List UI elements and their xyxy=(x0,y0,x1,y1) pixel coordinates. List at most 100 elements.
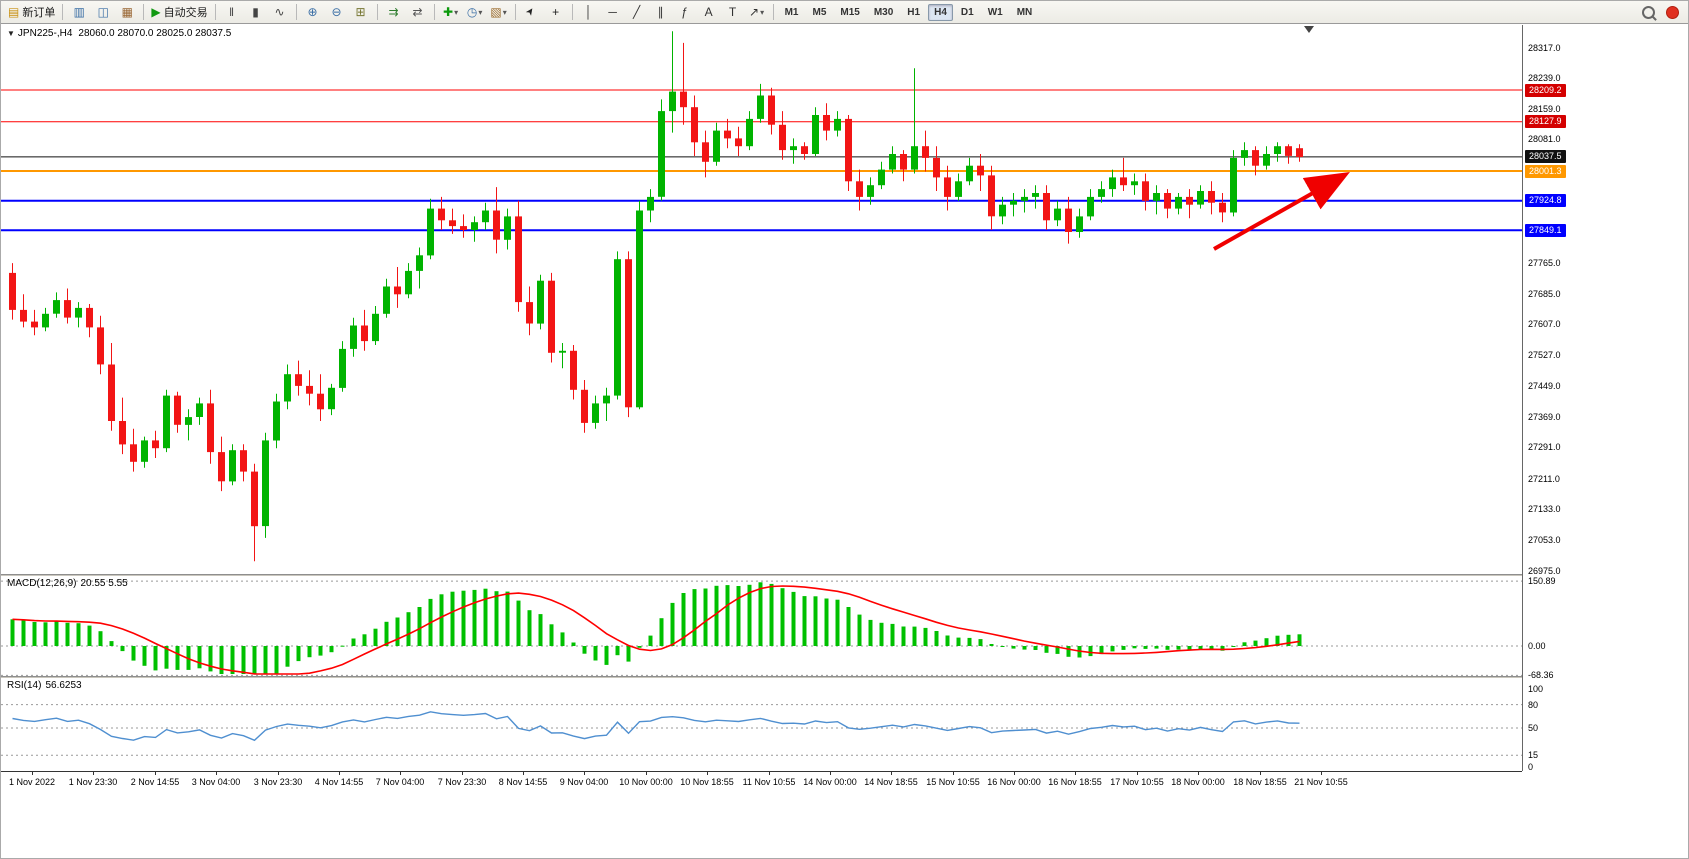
rsi-scale-label: 0 xyxy=(1528,762,1534,772)
timeframe-H1[interactable]: H1 xyxy=(907,6,921,18)
toolbar-separator xyxy=(571,4,573,20)
notification-dot-button[interactable] xyxy=(1660,2,1684,23)
chart-menu-icon[interactable]: ▼ xyxy=(7,29,15,38)
text-tool-button[interactable]: A xyxy=(697,2,721,23)
label-tool-button[interactable]: T xyxy=(721,2,745,23)
indicators-button[interactable]: ✚ ▾ xyxy=(439,2,463,23)
autotrade-play-icon: ▶ xyxy=(151,5,161,19)
periods-icon: ◷ xyxy=(466,5,478,19)
vline-tool-button[interactable]: │ xyxy=(577,2,601,23)
toolbar-separator xyxy=(514,4,516,20)
tile-windows-icon: ⊞ xyxy=(355,5,366,19)
price-level-badge-support: 27924.8 xyxy=(1525,194,1566,207)
chart-shift-button[interactable]: ⇄ xyxy=(406,2,430,23)
auto-scroll-button[interactable]: ⇉ xyxy=(382,2,406,23)
channel-tool-button[interactable]: ∥ xyxy=(649,2,673,23)
toolbar-separator xyxy=(295,4,297,20)
vline-tool-icon: │ xyxy=(584,5,593,19)
zoom-out-button[interactable]: ⊖ xyxy=(325,2,349,23)
time-tick xyxy=(584,772,585,775)
chart-shift-marker[interactable] xyxy=(1304,26,1314,33)
time-axis[interactable]: 1 Nov 2022 1 Nov 23:30 2 Nov 14:55 3 Nov 04… xyxy=(1,771,1522,793)
arrows-tool-button[interactable]: ↗ ▾ xyxy=(745,2,769,23)
macd-panel[interactable]: MACD(12,26,9) 20.55 5.55 xyxy=(1,576,1522,676)
navigator-button[interactable]: ▦ xyxy=(115,2,139,23)
price-tick-label: 27765.0 xyxy=(1528,258,1561,268)
time-tick xyxy=(830,772,831,775)
toolbar-separator xyxy=(772,4,774,20)
price-level-badge-support: 27849.1 xyxy=(1525,224,1566,237)
bar-chart-button[interactable]: ‖ xyxy=(220,2,244,23)
line-chart-button[interactable]: ∿ xyxy=(268,2,292,23)
price-tick-label: 28239.0 xyxy=(1528,73,1561,83)
fibonacci-tool-button[interactable]: ƒ xyxy=(673,2,697,23)
timeframe-H4[interactable]: H4 xyxy=(928,3,953,21)
timeframe-M30[interactable]: M30 xyxy=(873,6,894,18)
time-axis-label: 1 Nov 23:30 xyxy=(68,777,118,787)
time-tick xyxy=(155,772,156,775)
indicators-icon: ✚ xyxy=(443,5,454,19)
rsi-scale-label: 100 xyxy=(1528,684,1544,694)
search-button[interactable] xyxy=(1636,2,1660,23)
autotrade-play-button[interactable]: ▶ 自动交易 xyxy=(148,2,210,23)
time-axis-label: 15 Nov 10:55 xyxy=(926,777,980,787)
cursor-button[interactable]: ➤ xyxy=(520,2,544,23)
toolbar-separator xyxy=(62,4,64,20)
time-tick xyxy=(1014,772,1015,775)
rsi-splitter[interactable] xyxy=(1,676,1522,678)
price-level-badge-pivot: 28001.3 xyxy=(1525,165,1566,178)
chevron-down-icon: ▾ xyxy=(502,7,507,17)
templates-button[interactable]: ▧ ▾ xyxy=(487,2,511,23)
rsi-line xyxy=(12,711,1300,742)
rsi-name: RSI(14) xyxy=(7,680,42,691)
tile-windows-button[interactable]: ⊞ xyxy=(349,2,373,23)
new-order-icon: ▤ xyxy=(8,5,20,19)
new-order-button[interactable]: ▤ 新订单 xyxy=(5,2,58,23)
time-axis-label: 21 Nov 10:55 xyxy=(1294,777,1348,787)
macd-splitter[interactable] xyxy=(1,574,1522,576)
timeframe-D1[interactable]: D1 xyxy=(960,6,974,18)
line-chart-icon: ∿ xyxy=(274,5,285,19)
hline-tool-button[interactable]: ─ xyxy=(601,2,625,23)
time-axis-label: 10 Nov 00:00 xyxy=(619,777,673,787)
trendline-tool-icon: ╱ xyxy=(632,5,641,19)
cursor-icon: ➤ xyxy=(524,5,539,19)
macd-scale-label: 150.89 xyxy=(1528,576,1556,586)
chart-shift-icon: ⇄ xyxy=(412,5,423,19)
timeframe-M15[interactable]: M15 xyxy=(840,6,860,18)
candlestick-chart[interactable] xyxy=(1,25,1522,574)
trend-arrow-annotation[interactable] xyxy=(1213,172,1350,251)
market-watch-button[interactable]: ◫ xyxy=(91,2,115,23)
charts-grid-button[interactable]: ▥ xyxy=(67,2,91,23)
timeframe-MN[interactable]: MN xyxy=(1016,6,1033,18)
time-tick xyxy=(523,772,524,775)
time-axis-label: 17 Nov 10:55 xyxy=(1110,777,1164,787)
toolbar-separator xyxy=(376,4,378,20)
candlestick-chart-button[interactable]: ▮ xyxy=(244,2,268,23)
rsi-label: RSI(14) 56.6253 xyxy=(7,680,86,691)
time-axis-label: 1 Nov 2022 xyxy=(8,777,56,787)
time-axis-label: 2 Nov 14:55 xyxy=(130,777,180,787)
time-axis-label: 16 Nov 00:00 xyxy=(987,777,1041,787)
time-tick xyxy=(769,772,770,775)
timeframe-W1[interactable]: W1 xyxy=(987,6,1003,18)
bar-chart-icon: ‖ xyxy=(229,5,235,19)
toolbar: ▤ 新订单 ▥ ◫ ▦ ▶ 自动交易 ‖ ▮ ∿ ⊕ ⊖ ⊞ ⇉ ⇄ ✚ ▾ ◷ ▾ ▧ ▾ ➤ + │ ─ ╱ ∥ ƒ A T ↗ ▾ M1… xyxy=(1,1,1688,24)
price-axis[interactable]: 28317.0 28239.0 28159.0 28081.0 27765.0 27685… xyxy=(1523,25,1688,772)
crosshair-button[interactable]: + xyxy=(544,2,568,23)
rsi-scale-label: 50 xyxy=(1528,723,1539,733)
time-axis-label: 18 Nov 00:00 xyxy=(1171,777,1225,787)
timeframe-M1[interactable]: M1 xyxy=(784,6,799,18)
timeframe-M5[interactable]: M5 xyxy=(812,6,827,18)
time-axis-label: 10 Nov 18:55 xyxy=(680,777,734,787)
zoom-in-button[interactable]: ⊕ xyxy=(301,2,325,23)
price-axis-separator xyxy=(1522,25,1523,771)
templates-icon: ▧ xyxy=(490,5,502,19)
auto-scroll-icon: ⇉ xyxy=(388,5,399,19)
periods-button[interactable]: ◷ ▾ xyxy=(463,2,487,23)
time-axis-label: 18 Nov 18:55 xyxy=(1233,777,1287,787)
rsi-panel[interactable]: RSI(14) 56.6253 xyxy=(1,678,1522,770)
trendline-tool-button[interactable]: ╱ xyxy=(625,2,649,23)
chart-area[interactable]: ▼ JPN225-,H4 28060.0 28070.0 28025.0 28037… xyxy=(1,25,1522,574)
